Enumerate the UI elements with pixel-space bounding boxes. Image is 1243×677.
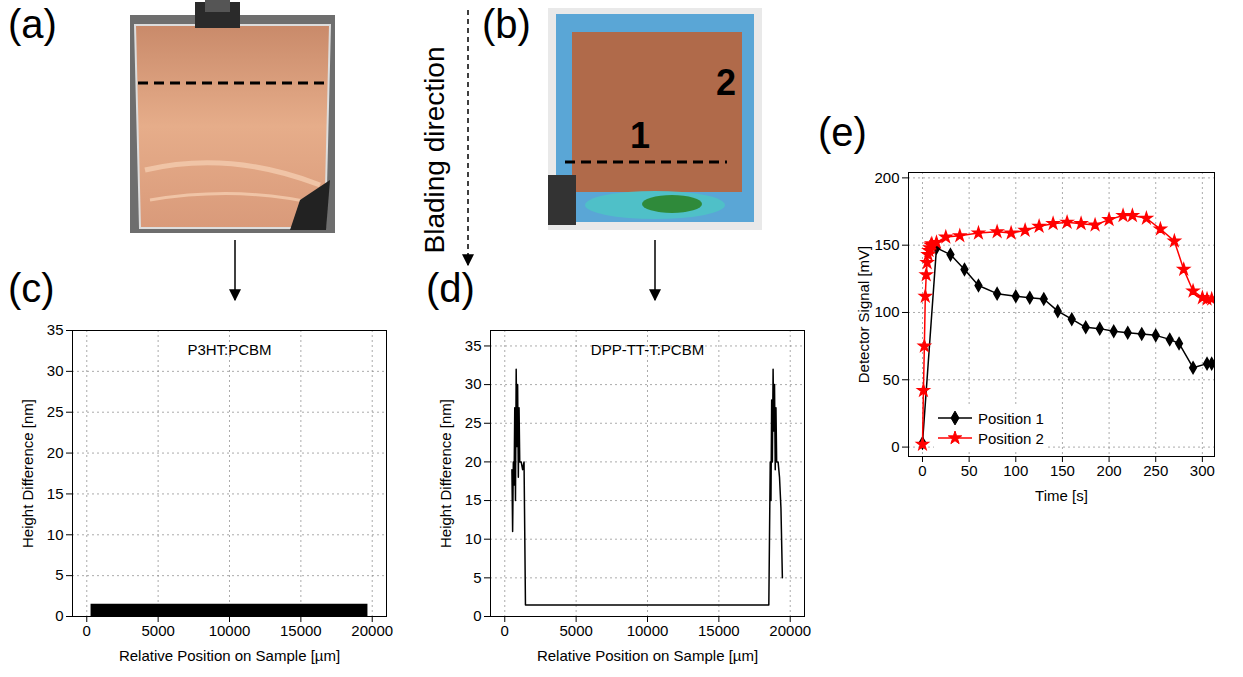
svg-text:25: 25 xyxy=(465,414,482,431)
svg-text:30: 30 xyxy=(465,375,482,392)
svg-text:35: 35 xyxy=(47,321,64,338)
svg-text:Height Difference [nm]: Height Difference [nm] xyxy=(19,399,36,548)
html-text:(c): (c) xyxy=(8,266,55,310)
svg-text:50: 50 xyxy=(883,371,900,388)
html-text:(a): (a) xyxy=(8,2,57,46)
svg-text:30: 30 xyxy=(47,362,64,379)
svg-text:Height Difference [nm]: Height Difference [nm] xyxy=(437,399,454,548)
svg-text:10: 10 xyxy=(47,526,64,543)
svg-text:200: 200 xyxy=(1097,462,1122,479)
svg-text:10000: 10000 xyxy=(209,622,251,639)
svg-text:5000: 5000 xyxy=(141,622,174,639)
svg-text:100: 100 xyxy=(1003,462,1028,479)
svg-text:0: 0 xyxy=(501,622,509,639)
svg-text:5000: 5000 xyxy=(559,622,592,639)
svg-text:15: 15 xyxy=(465,491,482,508)
svg-text:25: 25 xyxy=(47,403,64,420)
svg-text:0: 0 xyxy=(891,438,899,455)
svg-text:1: 1 xyxy=(630,115,650,156)
svg-text:20: 20 xyxy=(465,453,482,470)
svg-text:0: 0 xyxy=(918,462,926,479)
svg-text:15: 15 xyxy=(47,485,64,502)
svg-text:200: 200 xyxy=(874,169,899,186)
svg-text:0: 0 xyxy=(55,607,63,624)
svg-text:20000: 20000 xyxy=(769,622,811,639)
svg-text:Time [s]: Time [s] xyxy=(1035,487,1088,504)
html-text:(b): (b) xyxy=(482,2,531,46)
svg-text:Relative Position on Sample [µ: Relative Position on Sample [µm] xyxy=(537,647,758,664)
svg-text:Relative Position on Sample [µ: Relative Position on Sample [µm] xyxy=(119,647,340,664)
svg-text:20: 20 xyxy=(47,444,64,461)
svg-text:Blading direction: Blading direction xyxy=(419,46,450,253)
svg-text:300: 300 xyxy=(1190,462,1215,479)
svg-text:Detector Signal [mV]: Detector Signal [mV] xyxy=(855,246,872,384)
svg-text:100: 100 xyxy=(874,303,899,320)
svg-text:250: 250 xyxy=(1143,462,1168,479)
svg-text:2: 2 xyxy=(716,62,736,103)
svg-text:10: 10 xyxy=(465,530,482,547)
svg-text:20000: 20000 xyxy=(351,622,393,639)
svg-text:10000: 10000 xyxy=(627,622,669,639)
html-text:Position 1: Position 1 xyxy=(978,409,1044,427)
svg-text:P3HT:PCBM: P3HT:PCBM xyxy=(187,341,271,358)
html-text:Position 2: Position 2 xyxy=(978,429,1044,447)
svg-text:5: 5 xyxy=(473,569,481,586)
html-text:(d): (d) xyxy=(426,266,475,310)
svg-text:5: 5 xyxy=(55,566,63,583)
html-text:(e): (e) xyxy=(818,110,867,154)
svg-text:15000: 15000 xyxy=(698,622,740,639)
svg-text:15000: 15000 xyxy=(280,622,322,639)
svg-text:0: 0 xyxy=(83,622,91,639)
svg-text:150: 150 xyxy=(874,236,899,253)
svg-text:150: 150 xyxy=(1050,462,1075,479)
svg-text:50: 50 xyxy=(961,462,978,479)
svg-text:0: 0 xyxy=(473,607,481,624)
svg-text:35: 35 xyxy=(465,337,482,354)
svg-text:DPP-TT-T:PCBM: DPP-TT-T:PCBM xyxy=(591,341,704,358)
